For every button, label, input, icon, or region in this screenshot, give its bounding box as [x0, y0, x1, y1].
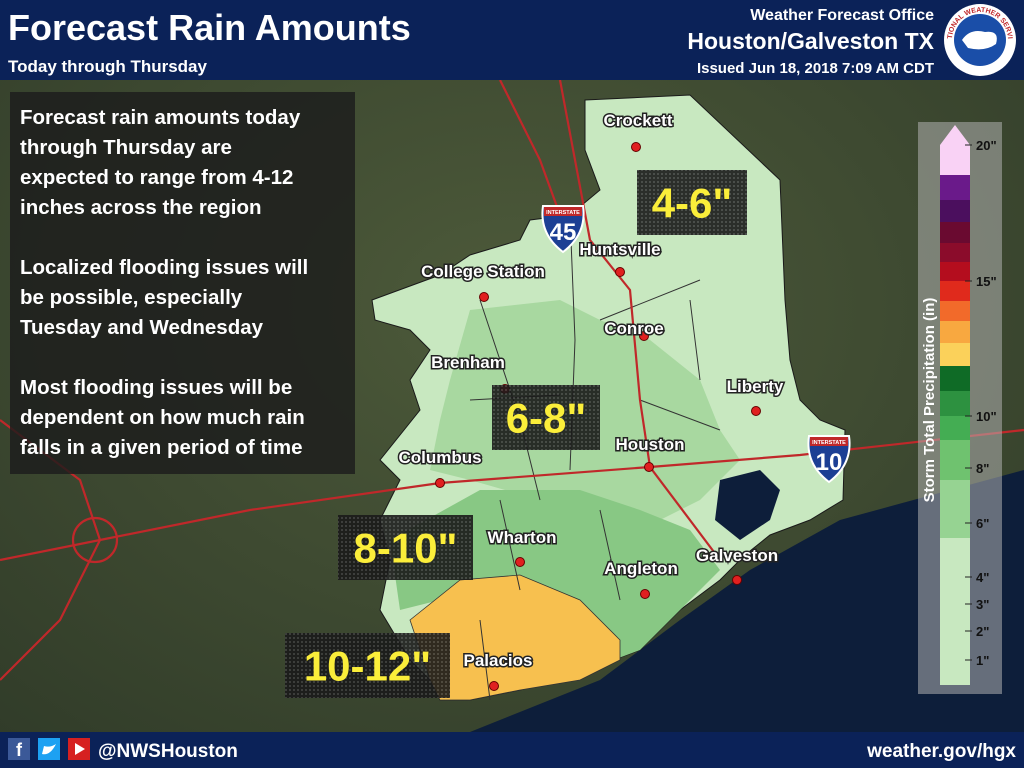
info-text: be possible, especially [20, 286, 243, 309]
city-label: Galveston [696, 546, 778, 565]
info-text: inches across the region [20, 196, 262, 219]
amount-box [338, 515, 473, 580]
legend-label: 10" [976, 409, 997, 424]
subtitle: Today through Thursday [8, 57, 208, 76]
city-dot [515, 557, 525, 567]
issued-date: Issued Jun 18, 2018 7:09 AM CDT [697, 60, 934, 77]
city-label: Wharton [488, 528, 557, 547]
city-dot [435, 478, 445, 488]
info-text: Most flooding issues will be [20, 376, 292, 399]
info-text: Localized flooding issues will [20, 256, 308, 279]
city-label: Columbus [398, 448, 481, 467]
city-dot [751, 406, 761, 416]
shield-label: INTERSTATE [812, 440, 846, 446]
shield-top [544, 207, 582, 216]
amount-box [637, 170, 747, 235]
city-dot [644, 462, 654, 472]
legend-band [940, 391, 970, 416]
city-label: Brenham [431, 353, 505, 372]
footer-bar [0, 732, 1024, 768]
legend-title: Storm Total Precipitation (in) [921, 298, 938, 503]
title: Forecast Rain Amounts [8, 7, 411, 48]
city-dot [489, 681, 499, 691]
legend-band [940, 440, 970, 480]
legend-band [940, 538, 970, 685]
city-dot [479, 292, 489, 302]
info-text: falls in a given period of time [20, 436, 303, 459]
city-label: Huntsville [579, 240, 660, 259]
interstate-shield [807, 435, 851, 484]
city-label: Angleton [604, 559, 678, 578]
legend-label: 15" [976, 274, 997, 289]
city-label: Houston [616, 435, 685, 454]
galveston-bay [715, 470, 780, 540]
legend-label: 20" [976, 138, 997, 153]
info-box [10, 92, 355, 474]
info-text: dependent on how much rain [20, 406, 305, 429]
legend-band [940, 321, 970, 343]
legend-band [940, 243, 970, 262]
legend-band [940, 262, 970, 281]
legend-band [940, 175, 970, 200]
legend-label: 6" [976, 516, 989, 531]
city-dot [639, 331, 649, 341]
amount-label: 6-8" [506, 395, 587, 442]
legend-band [940, 480, 970, 538]
legend-band [940, 281, 970, 301]
city-dot [732, 575, 742, 585]
amount-label: 8-10" [354, 525, 458, 572]
amount-box [285, 633, 450, 698]
office-line: Weather Forecast Office [750, 7, 934, 24]
legend-band [940, 222, 970, 243]
city-dot [640, 589, 650, 599]
legend-label: 2" [976, 624, 989, 639]
amount-box [492, 385, 600, 450]
interstate-shield [541, 205, 585, 254]
legend-tip [940, 125, 970, 145]
legend-label: 1" [976, 653, 989, 668]
city-label: Conroe [604, 319, 664, 338]
city-dot [631, 142, 641, 152]
shield-number: 10 [816, 449, 843, 476]
city-label: Palacios [464, 651, 533, 670]
office-name: Houston/Galveston TX [687, 28, 934, 54]
info-text: Forecast rain amounts today [20, 106, 301, 129]
info-text: expected to range from 4-12 [20, 166, 293, 189]
info-text: Tuesday and Wednesday [20, 316, 264, 339]
header-bar [0, 0, 1024, 80]
shield-label: INTERSTATE [546, 210, 580, 216]
legend-label: 3" [976, 597, 989, 612]
legend-band [940, 301, 970, 321]
shield-top [810, 437, 848, 446]
amount-label: 10-12" [304, 643, 431, 690]
footer-handle: @NWSHouston [98, 741, 238, 762]
amount-label: 4-6" [652, 180, 733, 227]
footer-website: weather.gov/hgx [866, 741, 1016, 762]
shield-number: 45 [550, 219, 577, 246]
legend-label: 8" [976, 461, 989, 476]
city-label: Liberty [727, 377, 784, 396]
gulf-water [470, 470, 1024, 732]
legend-band [940, 416, 970, 440]
city-label: College Station [421, 262, 545, 281]
legend-band [940, 343, 970, 366]
legend-label: 4" [976, 570, 989, 585]
city-dot [615, 267, 625, 277]
info-text: through Thursday are [20, 136, 232, 159]
legend-band [940, 200, 970, 222]
social-icons: f [8, 738, 90, 760]
svg-text:f: f [16, 740, 23, 760]
city-label: Crockett [604, 111, 673, 130]
legend-band [940, 145, 970, 175]
legend-band [940, 366, 970, 391]
